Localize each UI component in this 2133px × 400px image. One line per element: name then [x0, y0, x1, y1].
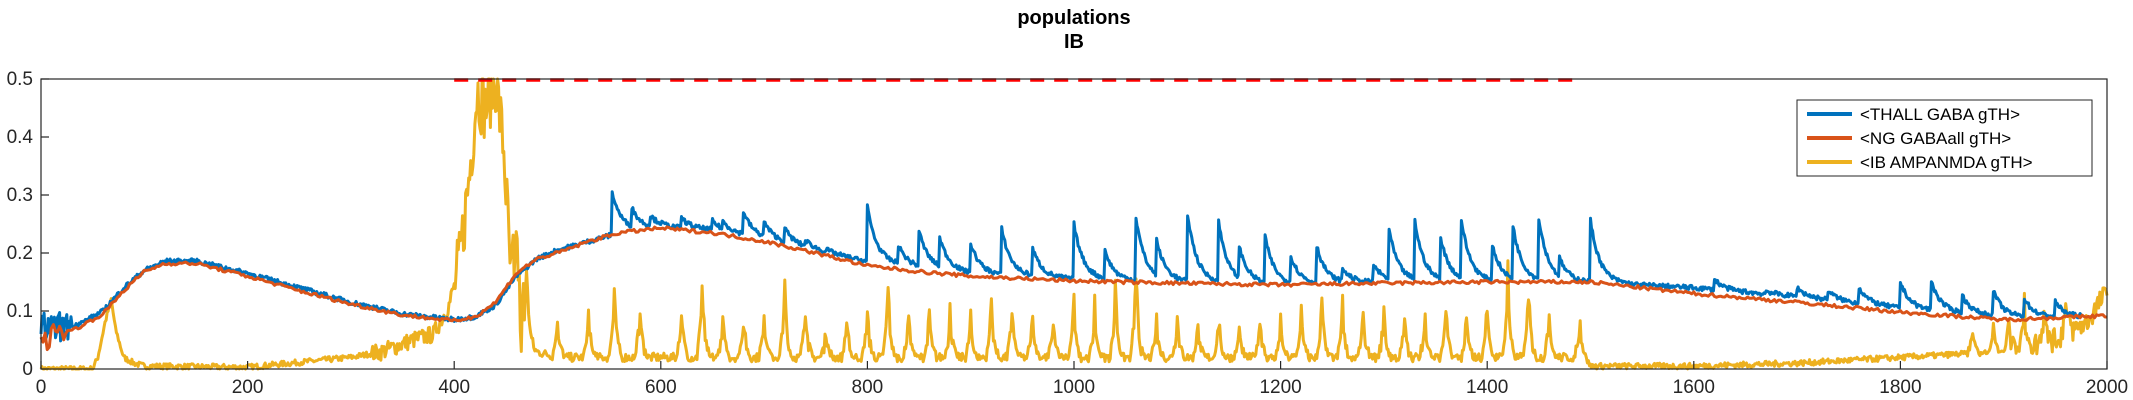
chart-subtitle: IB: [1064, 31, 1084, 53]
legend-entry-thall: <THALL GABA gTH>: [1860, 105, 2020, 124]
x-tick-label-10: 2000: [2086, 377, 2128, 398]
series-line-2: [39, 77, 2109, 371]
y-tick-label-3: 0.3: [7, 185, 33, 206]
x-tick-label-4: 800: [852, 377, 884, 398]
x-tick-label-9: 1800: [1879, 377, 1921, 398]
y-tick-label-2: 0.2: [7, 243, 33, 264]
y-tick-label-0: 0: [22, 359, 33, 380]
y-tick-label-4: 0.4: [7, 127, 34, 148]
plot-area: [39, 77, 2109, 371]
y-tick-label-1: 0.1: [7, 301, 33, 322]
chart-title: populations: [1017, 7, 1130, 29]
x-tick-label-7: 1400: [1466, 377, 1508, 398]
y-axis: 0 0.1 0.2 0.3 0.4 0.5: [7, 69, 49, 380]
x-tick-label-3: 600: [645, 377, 677, 398]
legend: <THALL GABA gTH> <NG GABAall gTH> <IB AM…: [1796, 99, 2093, 177]
x-tick-label-0: 0: [36, 377, 47, 398]
y-tick-label-5: 0.5: [7, 69, 33, 90]
legend-entry-ib: <IB AMPANMDA gTH>: [1860, 153, 2033, 172]
x-tick-label-6: 1200: [1259, 377, 1301, 398]
x-tick-label-5: 1000: [1053, 377, 1095, 398]
legend-entry-ng: <NG GABAall gTH>: [1860, 129, 2011, 148]
series-line-0: [39, 190, 2083, 343]
x-tick-label-8: 1600: [1673, 377, 1715, 398]
x-axis: 0 200 400 600 800 1000 1200 1400 1600 1800 2000: [36, 361, 2128, 398]
x-tick-label-1: 200: [232, 377, 264, 398]
series-line-1: [39, 225, 2108, 352]
x-tick-label-2: 400: [438, 377, 470, 398]
